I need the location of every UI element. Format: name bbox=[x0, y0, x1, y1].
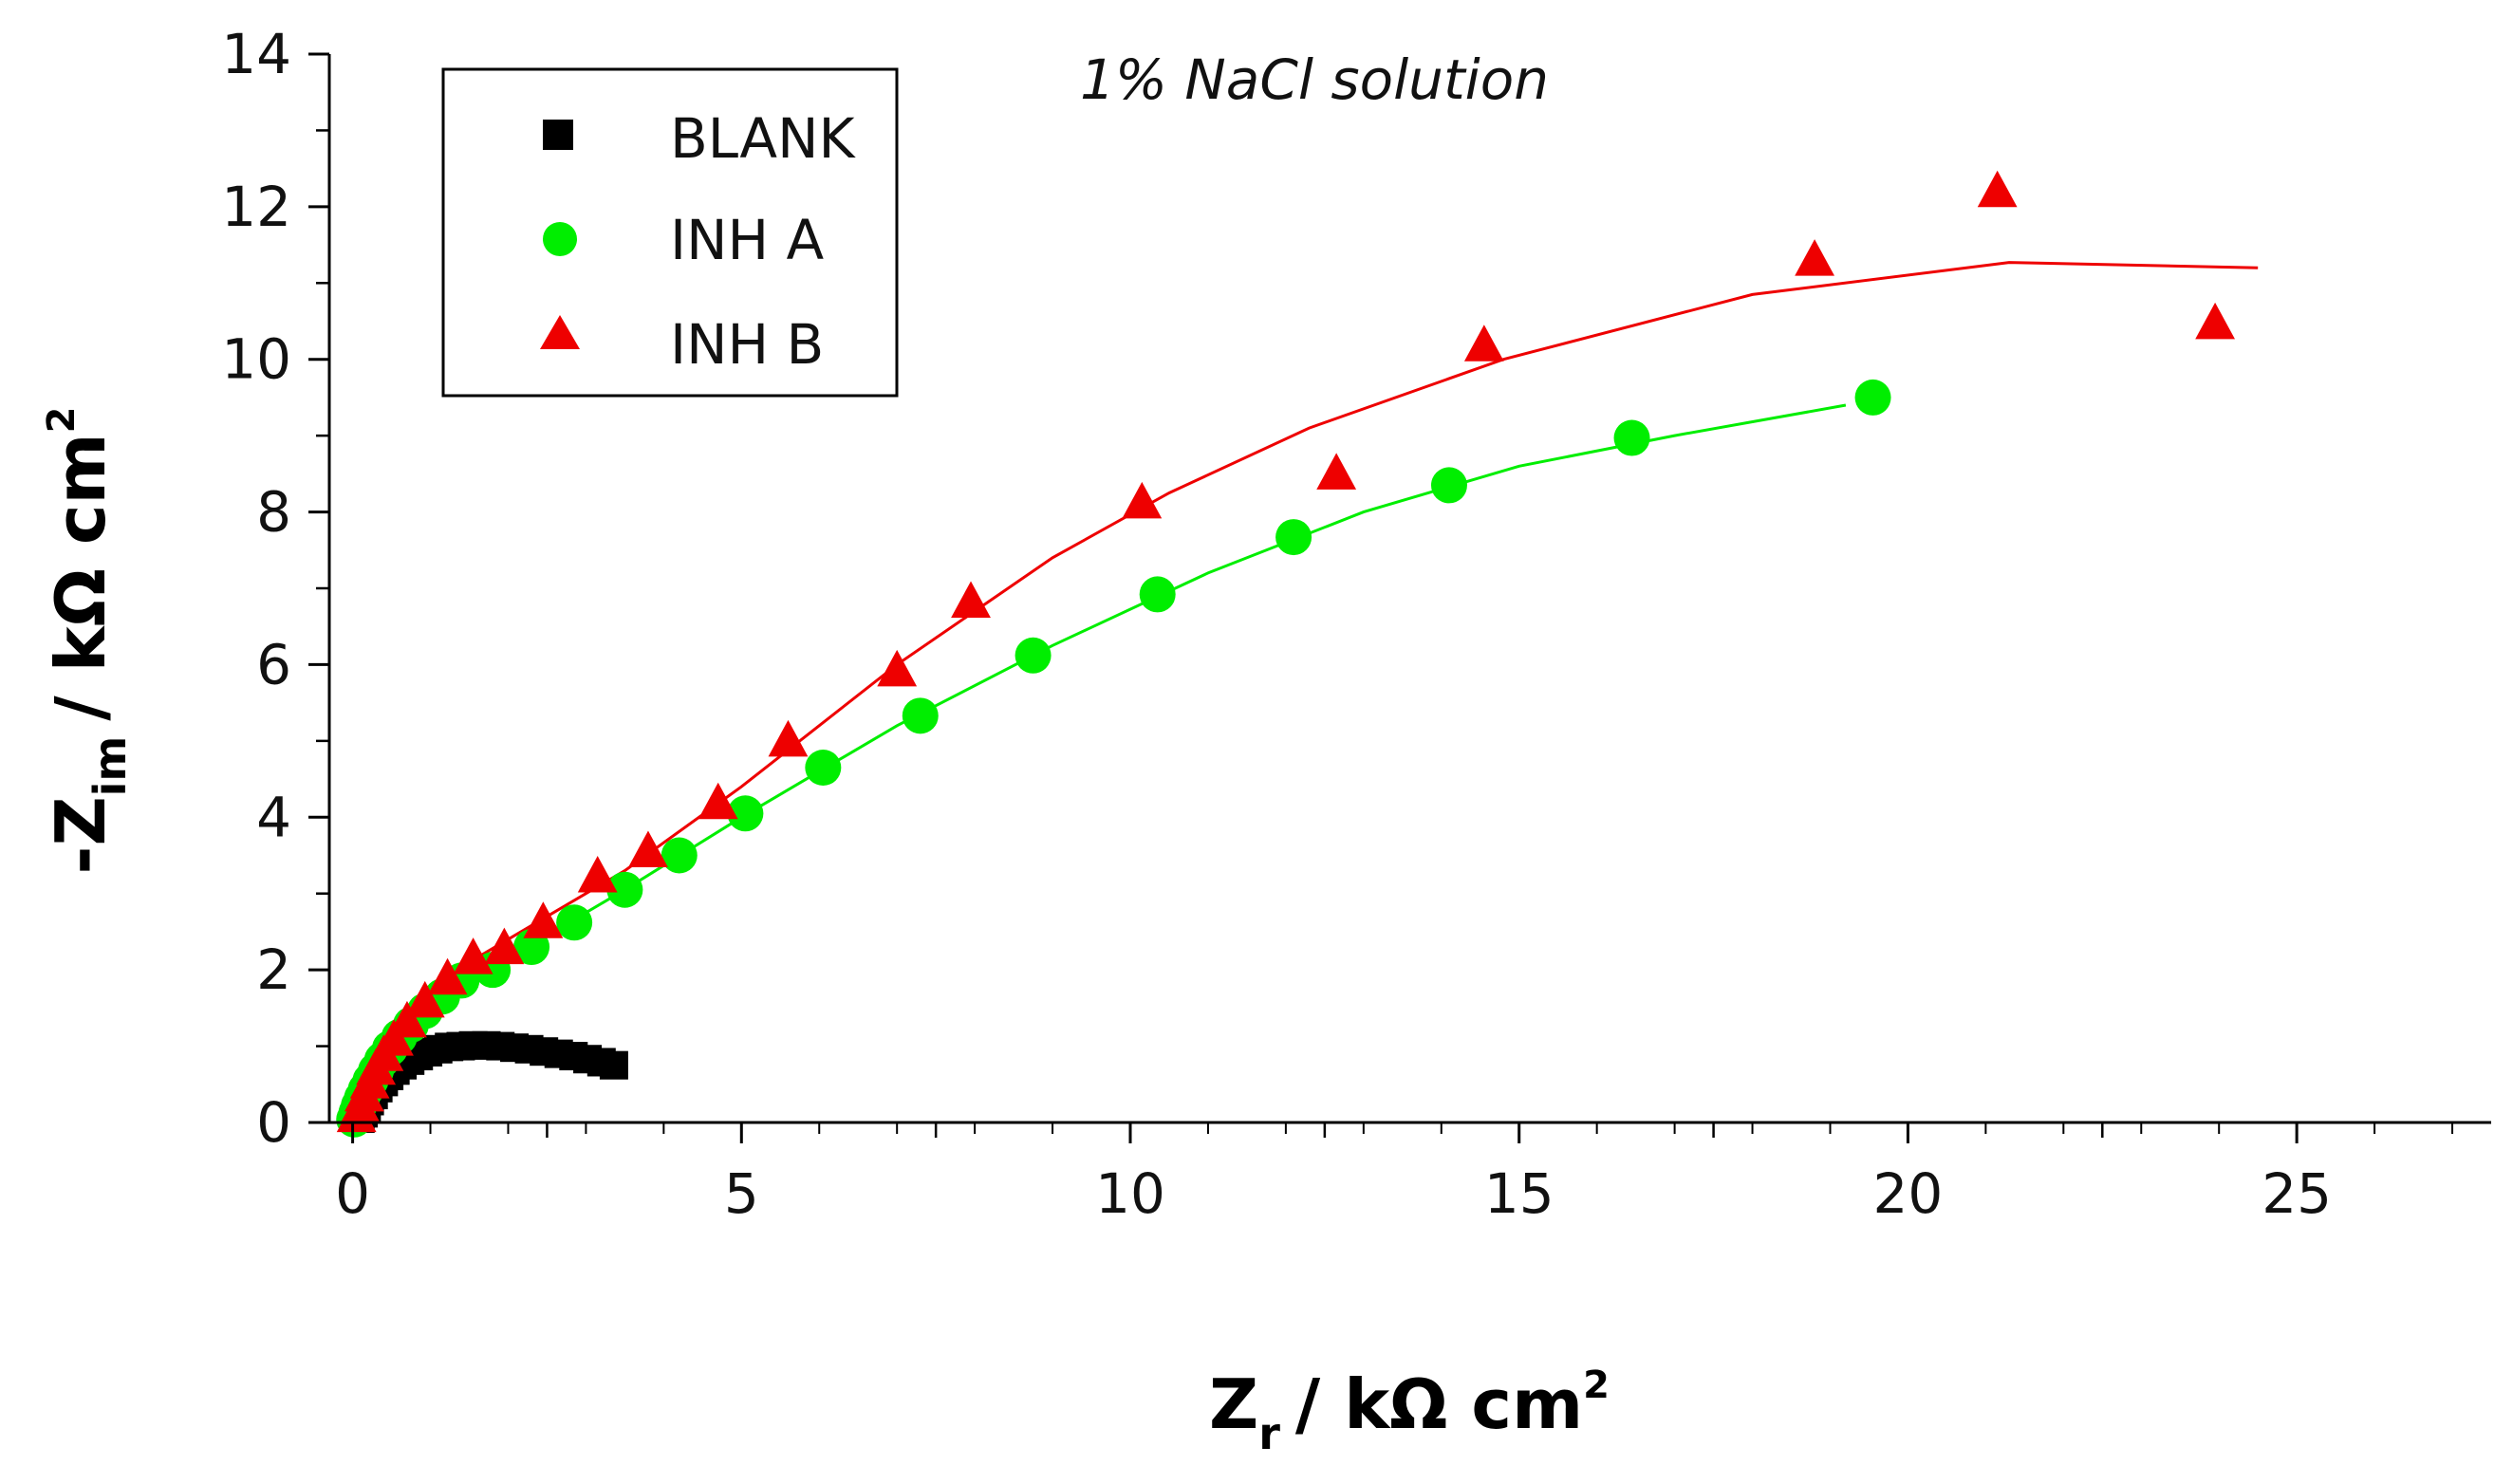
x-tick-label: 15 bbox=[1484, 1161, 1554, 1226]
legend-inh-a-marker bbox=[543, 222, 577, 256]
legend-blank-marker bbox=[543, 120, 573, 150]
point-inh-b bbox=[404, 980, 445, 1018]
point-inh-b bbox=[1122, 481, 1163, 519]
y-tick-label: 14 bbox=[221, 22, 291, 86]
point-inh-a bbox=[661, 837, 698, 874]
point-inh-a bbox=[727, 795, 764, 832]
point-inh-a bbox=[556, 904, 593, 941]
series-inh-b bbox=[336, 170, 2236, 1133]
x-axis-title-sub: r bbox=[1258, 1408, 1280, 1459]
chart-title: 1% NaCl solution bbox=[1080, 47, 1549, 112]
point-inh-b bbox=[877, 649, 918, 687]
point-inh-a bbox=[1613, 419, 1650, 456]
legend-box bbox=[441, 67, 899, 398]
x-tick-label: 20 bbox=[1873, 1161, 1944, 1226]
point-inh-b bbox=[1463, 325, 1504, 362]
legend-inh-b-marker bbox=[540, 315, 580, 349]
x-axis-title-unit: / kΩ cm bbox=[1295, 1364, 1583, 1444]
legend: BLANK INH A INH B bbox=[441, 67, 899, 398]
point-inh-a bbox=[805, 750, 842, 787]
point-inh-b bbox=[374, 1019, 414, 1056]
y-tick-label: 2 bbox=[256, 937, 291, 1002]
point-inh-b bbox=[387, 1000, 427, 1038]
x-axis-title: Zr / kΩ cm2 bbox=[1209, 1363, 1610, 1459]
point-inh-b bbox=[484, 927, 525, 965]
point-inh-b bbox=[1795, 239, 1835, 276]
point-inh-b bbox=[577, 856, 618, 893]
legend-inh-a-label: INH A bbox=[670, 208, 825, 272]
y-tick-label: 8 bbox=[256, 480, 291, 545]
point-inh-a bbox=[1139, 576, 1176, 613]
x-axis-ticks: 0 5 10 15 20 25 bbox=[335, 1122, 2454, 1226]
point-inh-b bbox=[698, 782, 738, 820]
point-inh-a bbox=[1854, 379, 1891, 416]
y-axis-title-sub: im bbox=[84, 736, 136, 797]
point-inh-a bbox=[1430, 467, 1467, 504]
y-axis-title-main: -Z bbox=[41, 796, 121, 874]
x-tick-label: 5 bbox=[724, 1161, 759, 1226]
y-tick-label: 12 bbox=[221, 175, 291, 239]
point-inh-b bbox=[2195, 302, 2236, 340]
y-axis-title: -Zim / kΩ cm2 bbox=[40, 407, 136, 875]
x-axis-title-sup: 2 bbox=[1583, 1363, 1610, 1407]
x-tick-label: 10 bbox=[1095, 1161, 1165, 1226]
data-points bbox=[336, 170, 2236, 1138]
point-inh-a bbox=[606, 871, 643, 908]
point-inh-b bbox=[1977, 170, 2018, 208]
y-tick-label: 0 bbox=[256, 1090, 291, 1155]
y-axis-title-unit: / kΩ cm bbox=[41, 433, 121, 720]
y-tick-label: 6 bbox=[256, 632, 291, 696]
legend-blank-label: BLANK bbox=[670, 106, 856, 171]
point-inh-b bbox=[951, 581, 991, 618]
point-inh-b bbox=[427, 957, 468, 995]
point-inh-b bbox=[523, 901, 564, 938]
point-inh-a bbox=[1015, 637, 1052, 674]
point-inh-a bbox=[1275, 519, 1312, 556]
point-inh-b bbox=[453, 937, 493, 974]
point-blank bbox=[599, 1050, 628, 1080]
point-inh-a bbox=[902, 697, 939, 734]
x-axis-title-main: Z bbox=[1209, 1364, 1258, 1444]
y-axis-ticks: 0 2 4 6 8 10 12 14 bbox=[221, 22, 329, 1155]
y-tick-label: 4 bbox=[256, 785, 291, 849]
x-tick-label: 25 bbox=[2262, 1161, 2332, 1226]
point-inh-b bbox=[768, 719, 809, 757]
point-inh-b bbox=[1316, 453, 1357, 490]
y-tick-label: 10 bbox=[221, 327, 291, 392]
legend-inh-b-label: INH B bbox=[670, 312, 824, 377]
x-tick-label: 0 bbox=[335, 1161, 370, 1226]
y-axis-title-sup: 2 bbox=[40, 407, 84, 434]
point-inh-b bbox=[628, 830, 668, 867]
